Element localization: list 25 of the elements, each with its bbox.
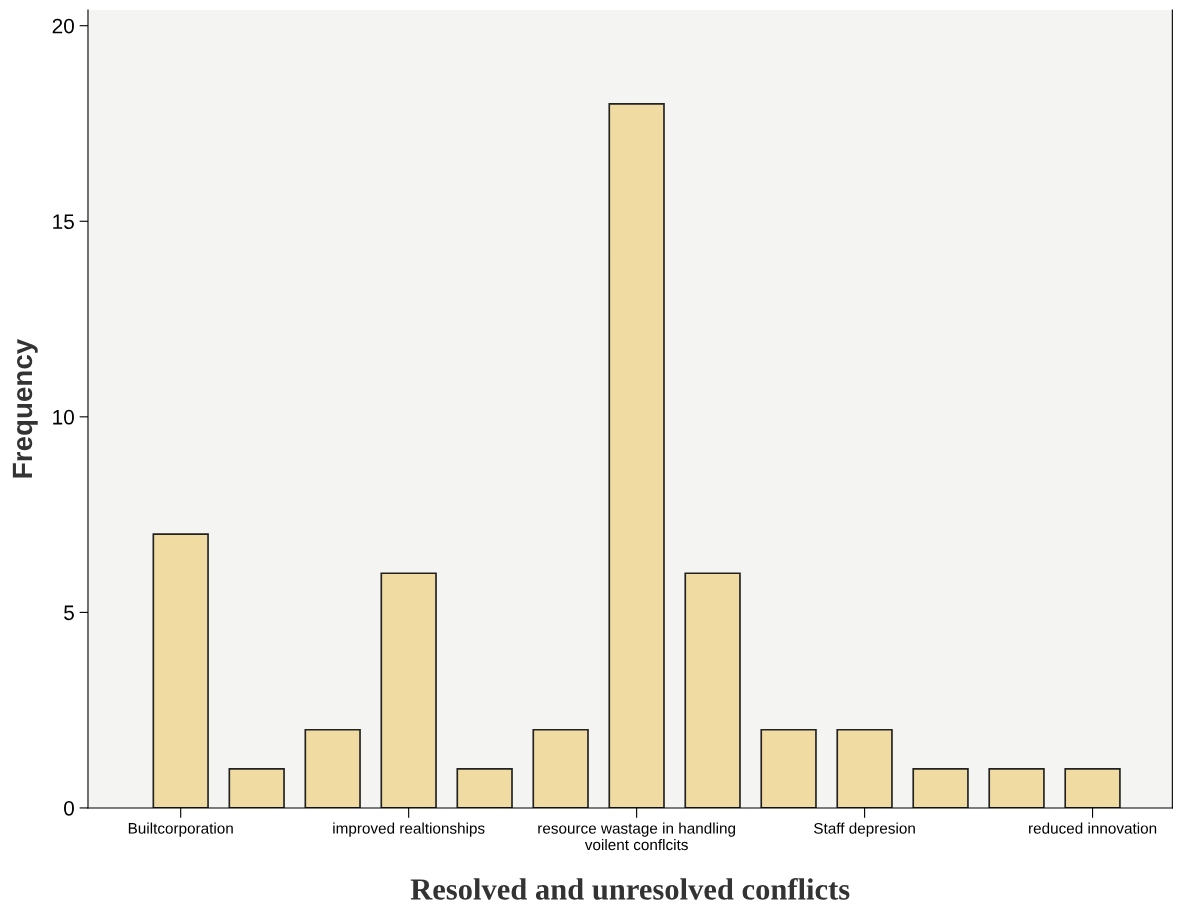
x-tick-label: improved realtionships bbox=[333, 822, 485, 837]
bar bbox=[836, 728, 893, 808]
y-tick-label: 20 bbox=[52, 18, 74, 34]
bar bbox=[608, 103, 665, 808]
bar bbox=[152, 533, 209, 808]
y-tick-label: 10 bbox=[53, 409, 74, 425]
bar bbox=[532, 728, 589, 808]
bar bbox=[912, 767, 969, 808]
bar bbox=[456, 767, 513, 808]
bar bbox=[380, 572, 437, 808]
x-axis-title: Resolved and unresolved conflicts bbox=[410, 877, 850, 900]
y-tick-label: 15 bbox=[53, 214, 74, 230]
bar bbox=[988, 767, 1045, 808]
bar bbox=[1064, 767, 1121, 808]
x-tick-label: Builtcorporation bbox=[128, 822, 233, 837]
bar bbox=[684, 572, 741, 808]
bar bbox=[304, 728, 361, 808]
y-tick-label: 0 bbox=[64, 800, 74, 816]
bar bbox=[228, 767, 285, 808]
x-tick-label: Staff depresion bbox=[814, 822, 915, 837]
bar bbox=[760, 728, 817, 808]
x-tick-label: reduced innovation bbox=[1029, 822, 1157, 834]
y-tick-label: 5 bbox=[64, 605, 74, 621]
x-tick-label: resource wastage in handling voilent conflcits bbox=[538, 822, 736, 851]
y-axis-title: Frequency bbox=[12, 338, 38, 478]
